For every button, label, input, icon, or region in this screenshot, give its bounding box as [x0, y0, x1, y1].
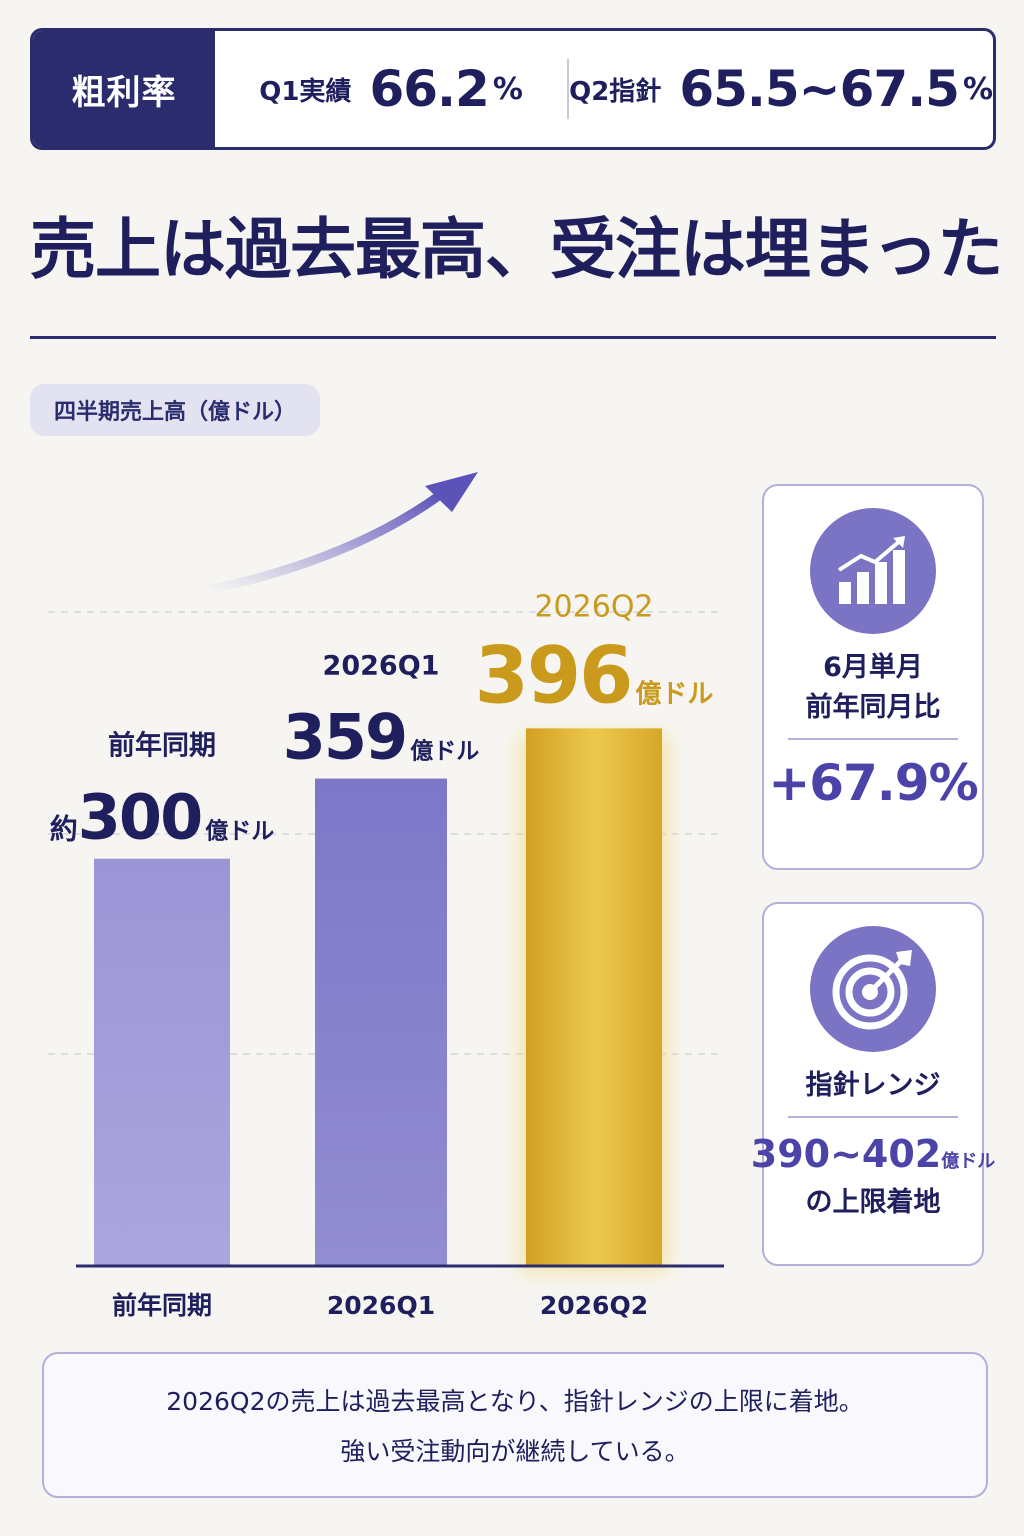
- guidance-range-unit: 億ドル: [941, 1151, 996, 1172]
- target-icon: [810, 926, 936, 1052]
- q1-margin-metric: Q1実績 66.2 %: [215, 31, 567, 147]
- summary-note: 2026Q2の売上は過去最高となり、指針レンジの上限に着地。 強い受注動向が継続…: [42, 1352, 988, 1498]
- guidance-range-title: 指針レンジ: [805, 1070, 941, 1101]
- banner-label: 粗利率: [33, 31, 215, 147]
- chart-title: 四半期売上高（億ドル）: [30, 384, 321, 436]
- banner-divider: [567, 59, 570, 119]
- bar-2: [526, 728, 662, 1266]
- x-tick-label: 2026Q1: [327, 1291, 435, 1320]
- monthly-yoy-title-line2: 前年同月比: [805, 692, 941, 723]
- headline-divider: [30, 336, 996, 339]
- q2-margin-value: 65.5~67.5: [679, 60, 960, 118]
- growth-chart-icon: [810, 508, 936, 634]
- page-headline: 売上は過去最高、受注は埋まった: [30, 211, 1003, 288]
- monthly-yoy-title: 6月単月 前年同月比: [806, 648, 941, 728]
- q2-margin-label: Q2指針: [569, 76, 662, 107]
- bar-0: [94, 858, 230, 1266]
- monthly-yoy-card: 6月単月 前年同月比 +67.9%: [762, 484, 984, 870]
- q1-margin-value: 66.2: [369, 60, 489, 118]
- x-tick-label: 前年同期: [112, 1291, 212, 1320]
- q2-margin-metric: Q2指針 65.5~67.5 %: [569, 31, 993, 147]
- card-divider: [788, 1116, 958, 1118]
- data-label-category: 前年同期: [108, 730, 216, 762]
- gross-margin-banner: 粗利率 Q1実績 66.2 % Q2指針 65.5~67.5 %: [30, 28, 996, 150]
- q2-margin-unit: %: [962, 71, 993, 107]
- guidance-range-value: 390~402億ドル: [751, 1132, 995, 1176]
- data-label-value: 約300 億ドル: [50, 781, 274, 854]
- guidance-range-card: 指針レンジ 390~402億ドル の上限着地: [751, 902, 995, 1266]
- data-label-category: 2026Q1: [323, 651, 440, 682]
- monthly-yoy-value: +67.9%: [768, 754, 978, 812]
- monthly-yoy-title-line1: 6月単月: [823, 652, 923, 683]
- card-divider: [788, 738, 958, 740]
- q1-margin-label: Q1実績: [259, 76, 352, 107]
- guidance-range-footer: の上限着地: [805, 1187, 941, 1218]
- data-label-value: 396 億ドル: [475, 631, 714, 721]
- summary-note-line1: 2026Q2の売上は過去最高となり、指針レンジの上限に着地。: [166, 1387, 864, 1416]
- q1-margin-unit: %: [492, 71, 523, 107]
- bar-1: [315, 778, 447, 1266]
- summary-note-line2: 強い受注動向が継続している。: [340, 1437, 690, 1466]
- growth-arrow: [207, 491, 443, 595]
- guidance-range-number: 390~402: [750, 1132, 942, 1176]
- growth-arrow-head: [425, 472, 478, 512]
- data-label-category: 2026Q2: [534, 589, 653, 624]
- x-tick-label: 2026Q2: [540, 1291, 648, 1320]
- data-label-value: 359 億ドル: [283, 701, 479, 774]
